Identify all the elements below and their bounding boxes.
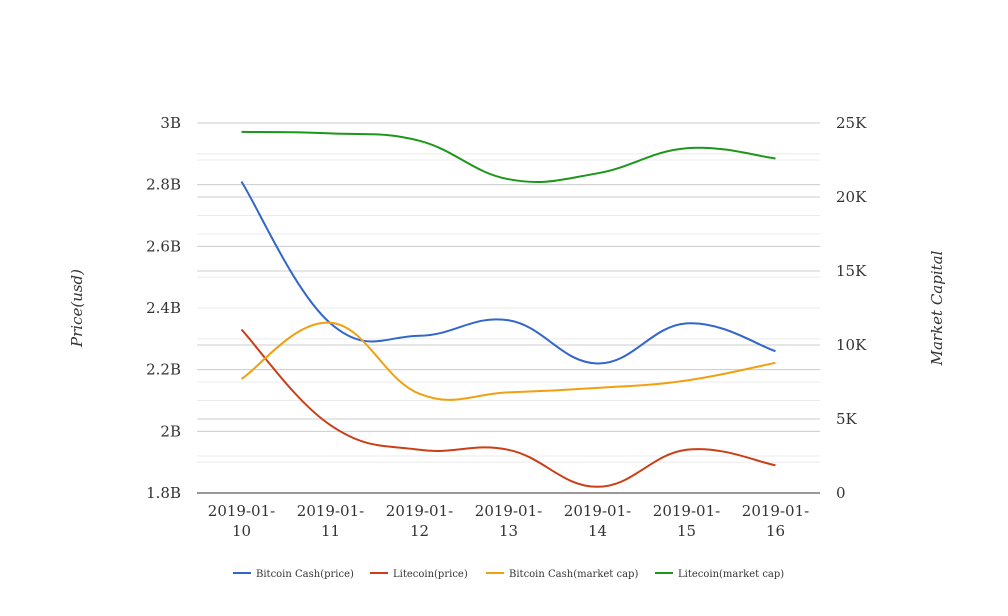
- legend-label: Bitcoin Cash(market cap): [509, 569, 638, 580]
- series-lines: [240, 130, 776, 488]
- legend-label: Bitcoin Cash(price): [256, 569, 354, 580]
- left-axis-tick-label: 3B: [160, 114, 181, 132]
- right-axis-tick-label: 10K: [836, 336, 867, 354]
- legend-label: Litecoin(price): [393, 569, 468, 580]
- x-axis-tick-label: 2019-01-11: [297, 502, 364, 540]
- left-axis-title: Price(usd): [68, 269, 86, 348]
- right-axis-ticks: 0 5K 10K 15K 20K 25K: [836, 114, 867, 502]
- right-axis-tick-label: 15K: [836, 262, 867, 280]
- left-axis-ticks: 1.8B 2B 2.2B 2.4B 2.6B 2.8B 3B: [146, 114, 181, 502]
- left-axis-tick-label: 2.6B: [146, 237, 181, 255]
- legend-label: Litecoin(market cap): [678, 569, 784, 580]
- right-axis-tick-label: 20K: [836, 188, 867, 206]
- grid-lines: [197, 122, 820, 494]
- x-axis-tick-label: 2019-01-15: [653, 502, 720, 540]
- left-axis-tick-label: 1.8B: [146, 484, 181, 502]
- right-axis-tick-label: 0: [836, 484, 846, 502]
- right-axis-title: Market Capital: [928, 250, 946, 366]
- left-axis-tick-label: 2B: [160, 422, 181, 440]
- x-axis-ticks: 2019-01-10 2019-01-11 2019-01-12 2019-01-13…: [208, 502, 809, 540]
- left-axis-tick-label: 2.2B: [146, 361, 181, 379]
- left-axis-tick-label: 2.4B: [146, 299, 181, 317]
- legend: Bitcoin Cash(price) Litecoin(price) Bitcoi…: [233, 569, 784, 580]
- x-axis-tick-label: 2019-01-14: [564, 502, 631, 540]
- x-axis-tick-label: 2019-01-12: [386, 502, 453, 540]
- x-axis-tick-label: 2019-01-16: [742, 502, 809, 540]
- x-axis-tick-label: 2019-01-13: [475, 502, 542, 540]
- series-line-1: [240, 328, 776, 488]
- x-axis-tick-label: 2019-01-10: [208, 502, 275, 540]
- left-axis-tick-label: 2.8B: [146, 176, 181, 194]
- right-axis-tick-label: 5K: [836, 410, 858, 428]
- series-line-0: [240, 181, 776, 365]
- series-line-2: [240, 321, 776, 401]
- series-line-3: [241, 130, 776, 184]
- right-axis-tick-label: 25K: [836, 114, 867, 132]
